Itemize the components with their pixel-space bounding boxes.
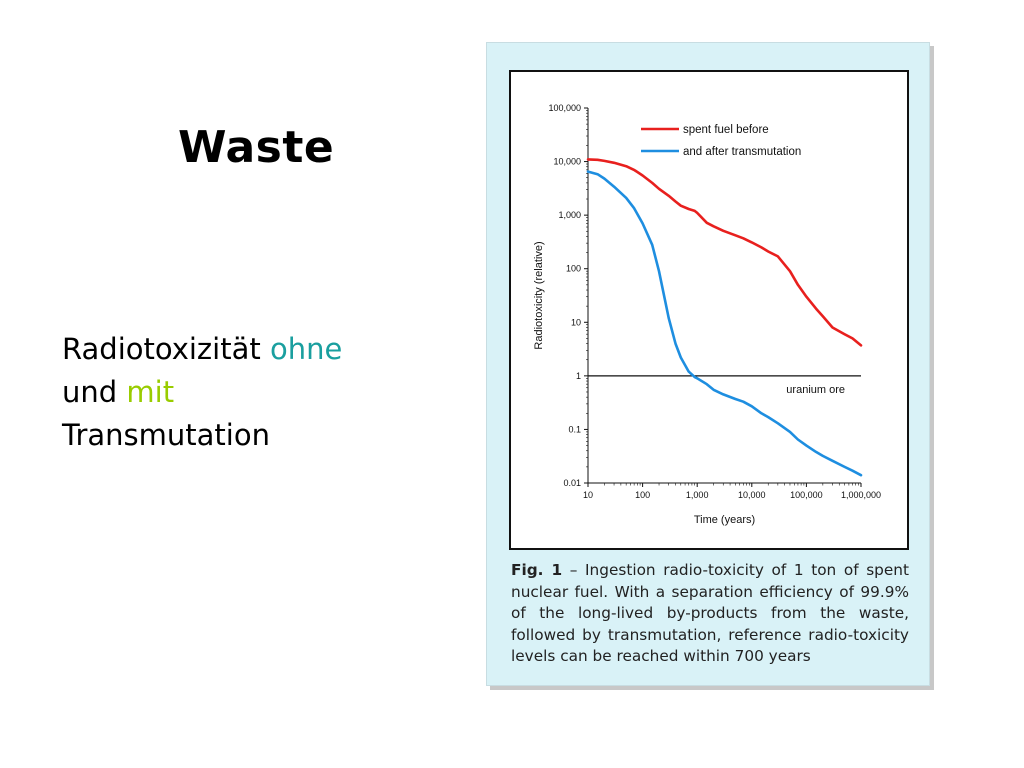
x-tick-label: 100,000 xyxy=(790,490,823,500)
y-tick-label: 10 xyxy=(571,317,581,327)
y-tick-label: 0.01 xyxy=(563,478,581,488)
y-tick-label: 1 xyxy=(576,371,581,381)
y-tick-label: 100 xyxy=(566,264,581,274)
x-tick-label: 10 xyxy=(583,490,593,500)
chart-frame: 0.01 0.1 1 10 100 1,000 10,000 100,000 10 100 1,00… xyxy=(509,70,909,550)
caption-text: – Ingestion radio-toxicity of 1 ton of s… xyxy=(511,561,909,665)
figure-caption: Fig. 1 – Ingestion radio-toxicity of 1 t… xyxy=(511,560,909,668)
series-line-after xyxy=(586,170,863,477)
legend-label: and after transmutation xyxy=(683,146,801,158)
radiotoxicity-chart: 0.01 0.1 1 10 100 1,000 10,000 100,000 10 100 1,00… xyxy=(533,103,881,526)
x-tick-label: 10,000 xyxy=(738,490,766,500)
subtitle-text-2: und xyxy=(62,375,127,409)
x-axis-label: Time (years) xyxy=(694,514,755,526)
series-line-before xyxy=(586,158,863,347)
figure-panel: 0.01 0.1 1 10 100 1,000 10,000 100,000 10 100 1,00… xyxy=(486,42,930,686)
slide-subtitle: Radiotoxizität ohne und mit Transmutatio… xyxy=(62,328,442,457)
subtitle-word-ohne: ohne xyxy=(269,332,343,366)
y-tick-label: 100,000 xyxy=(548,103,581,113)
subtitle-text-1: Radiotoxizität xyxy=(62,332,270,366)
slide-title: Waste xyxy=(178,122,335,173)
reference-line-label: uranium ore xyxy=(786,384,845,396)
subtitle-word-mit: mit xyxy=(126,375,175,409)
y-tick-label: 10,000 xyxy=(553,157,581,167)
caption-label: Fig. 1 xyxy=(511,561,563,579)
x-tick-label: 100 xyxy=(635,490,650,500)
x-tick-label: 1,000,000 xyxy=(841,490,881,500)
y-tick-label: 1,000 xyxy=(558,210,581,220)
x-tick-label: 1,000 xyxy=(686,490,709,500)
y-tick-label: 0.1 xyxy=(568,424,581,434)
y-axis-label: Radiotoxicity (relative) xyxy=(533,241,545,349)
legend-label: spent fuel before xyxy=(683,124,769,136)
subtitle-text-3: Transmutation xyxy=(62,418,270,452)
